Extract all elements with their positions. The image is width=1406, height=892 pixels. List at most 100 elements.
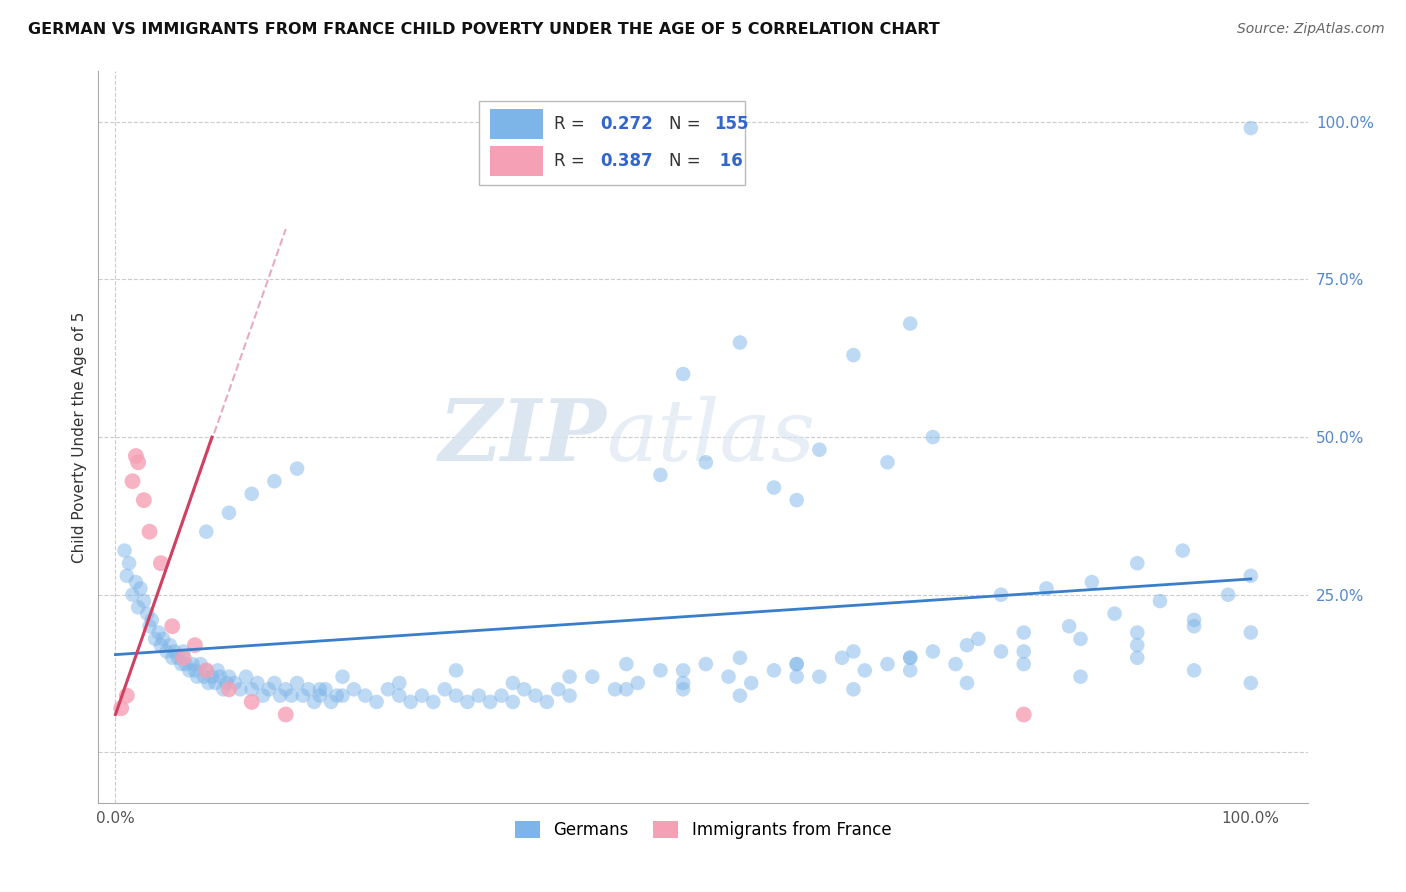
Point: [297, 682, 319, 697]
Point: [148, 625, 170, 640]
Text: ZIP: ZIP: [439, 395, 606, 479]
Point: [1126, 638, 1149, 652]
Point: [876, 657, 898, 671]
Point: [240, 487, 263, 501]
Point: [252, 689, 274, 703]
Point: [547, 682, 569, 697]
Point: [672, 367, 695, 381]
Point: [728, 650, 751, 665]
Point: [1216, 588, 1239, 602]
Point: [990, 644, 1012, 658]
Point: [246, 676, 269, 690]
Text: R =: R =: [554, 115, 591, 133]
Point: [179, 664, 201, 678]
Point: [740, 676, 762, 690]
Point: [167, 650, 190, 665]
Point: [212, 682, 235, 697]
Point: [155, 644, 177, 658]
Point: [444, 664, 467, 678]
Point: [422, 695, 444, 709]
Point: [110, 701, 132, 715]
Point: [280, 689, 302, 703]
Point: [291, 689, 314, 703]
Point: [332, 689, 354, 703]
Point: [132, 493, 155, 508]
Point: [163, 644, 186, 658]
Point: [193, 670, 215, 684]
Point: [326, 689, 349, 703]
Point: [1182, 664, 1205, 678]
Legend: Germans, Immigrants from France: Germans, Immigrants from France: [508, 814, 898, 846]
Point: [524, 689, 547, 703]
Point: [1057, 619, 1080, 633]
Point: [152, 632, 174, 646]
Point: [876, 455, 898, 469]
Point: [388, 676, 411, 690]
Point: [240, 695, 263, 709]
Point: [399, 695, 422, 709]
Point: [728, 335, 751, 350]
FancyBboxPatch shape: [479, 101, 745, 185]
Point: [728, 689, 751, 703]
Point: [1182, 619, 1205, 633]
Point: [138, 619, 160, 633]
FancyBboxPatch shape: [491, 146, 543, 176]
Point: [444, 689, 467, 703]
Point: [1240, 569, 1263, 583]
Point: [125, 575, 148, 590]
Point: [195, 664, 218, 678]
Point: [269, 689, 291, 703]
Point: [762, 481, 785, 495]
Point: [132, 594, 155, 608]
Text: N =: N =: [669, 115, 706, 133]
Point: [956, 676, 979, 690]
Point: [672, 664, 695, 678]
Point: [159, 638, 181, 652]
Point: [186, 670, 208, 684]
Point: [195, 524, 218, 539]
Point: [898, 317, 921, 331]
Point: [263, 676, 285, 690]
Point: [302, 695, 325, 709]
Point: [149, 556, 172, 570]
Point: [853, 664, 876, 678]
Point: [1069, 670, 1091, 684]
Point: [650, 664, 672, 678]
Point: [786, 657, 808, 671]
Point: [922, 644, 945, 658]
Point: [218, 506, 240, 520]
Point: [215, 676, 238, 690]
Point: [1171, 543, 1194, 558]
Point: [411, 689, 433, 703]
Point: [513, 682, 536, 697]
Point: [229, 682, 252, 697]
Point: [945, 657, 967, 671]
Point: [141, 613, 163, 627]
Point: [695, 455, 717, 469]
Point: [274, 707, 297, 722]
Point: [831, 650, 853, 665]
Point: [491, 689, 513, 703]
Point: [127, 600, 149, 615]
Point: [502, 695, 524, 709]
Point: [118, 556, 141, 570]
FancyBboxPatch shape: [491, 110, 543, 139]
Point: [114, 543, 136, 558]
Point: [207, 664, 229, 678]
Point: [121, 588, 143, 602]
Point: [1012, 625, 1035, 640]
Point: [1012, 707, 1035, 722]
Point: [536, 695, 558, 709]
Point: [956, 638, 979, 652]
Point: [174, 657, 197, 671]
Point: [922, 430, 945, 444]
Point: [479, 695, 502, 709]
Point: [129, 582, 152, 596]
Point: [558, 670, 581, 684]
Point: [257, 682, 280, 697]
Point: [1035, 582, 1057, 596]
Point: [315, 682, 337, 697]
Point: [1081, 575, 1104, 590]
Point: [115, 569, 138, 583]
Point: [321, 695, 343, 709]
